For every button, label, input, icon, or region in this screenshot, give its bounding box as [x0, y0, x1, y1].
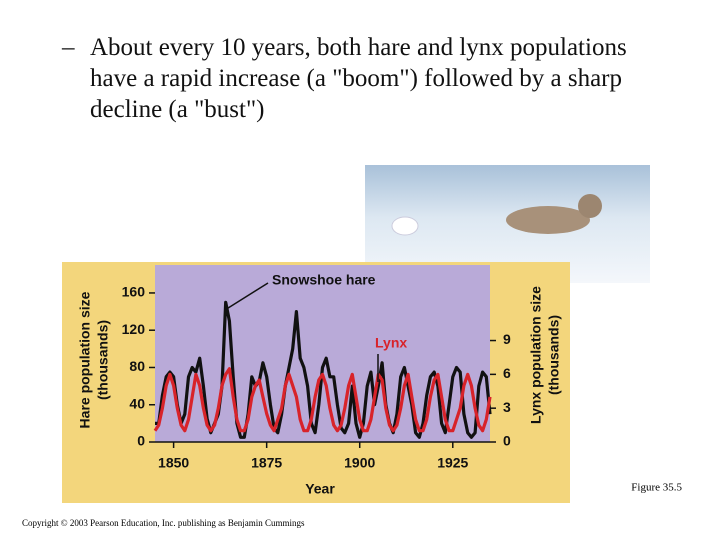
photo-hare: [391, 216, 419, 236]
y-tick-label: 40: [129, 395, 145, 411]
plot-area: [155, 265, 490, 442]
bullet-body: About every 10 years, both hare and lynx…: [90, 34, 627, 123]
y2-axis-label-line: (thousands): [546, 315, 562, 395]
photo-lynx-head: [578, 194, 602, 218]
y2-axis-label-line: Lynx population size: [528, 286, 544, 424]
x-tick-label: 1925: [437, 455, 468, 471]
y-tick-label: 120: [122, 321, 146, 337]
y-tick-label: 160: [122, 284, 146, 300]
x-tick-label: 1875: [251, 455, 282, 471]
y2-tick-label: 9: [503, 331, 511, 347]
bullet-marker: –: [62, 34, 75, 61]
legend-label: Snowshoe hare: [272, 272, 376, 288]
y-tick-label: 80: [129, 358, 145, 374]
x-axis-label: Year: [305, 481, 335, 497]
figure-label: Figure 35.5: [631, 482, 682, 494]
bullet-text: – About every 10 years, both hare and lyn…: [62, 32, 680, 125]
y-axis-label: Hare population size (thousands): [77, 291, 111, 428]
legend-label: Lynx: [375, 335, 407, 351]
y2-tick-label: 0: [503, 433, 511, 449]
callout-line: [227, 282, 269, 309]
x-tick-label: 1900: [344, 455, 375, 471]
copyright: Copyright © 2003 Pearson Education, Inc.…: [22, 518, 305, 528]
series-line: [153, 367, 492, 433]
y-tick-label: 0: [137, 433, 145, 449]
y2-tick-label: 6: [503, 365, 511, 381]
y2-axis-label: Lynx population size (thousands): [528, 286, 562, 424]
y2-tick-label: 3: [503, 399, 511, 415]
x-tick-label: 1850: [158, 455, 189, 471]
photo-lynx: [506, 206, 590, 234]
series-line: [155, 300, 492, 439]
y-axis-label-line: (thousands): [95, 320, 111, 400]
y-axis-label-line: Hare population size: [77, 291, 93, 428]
